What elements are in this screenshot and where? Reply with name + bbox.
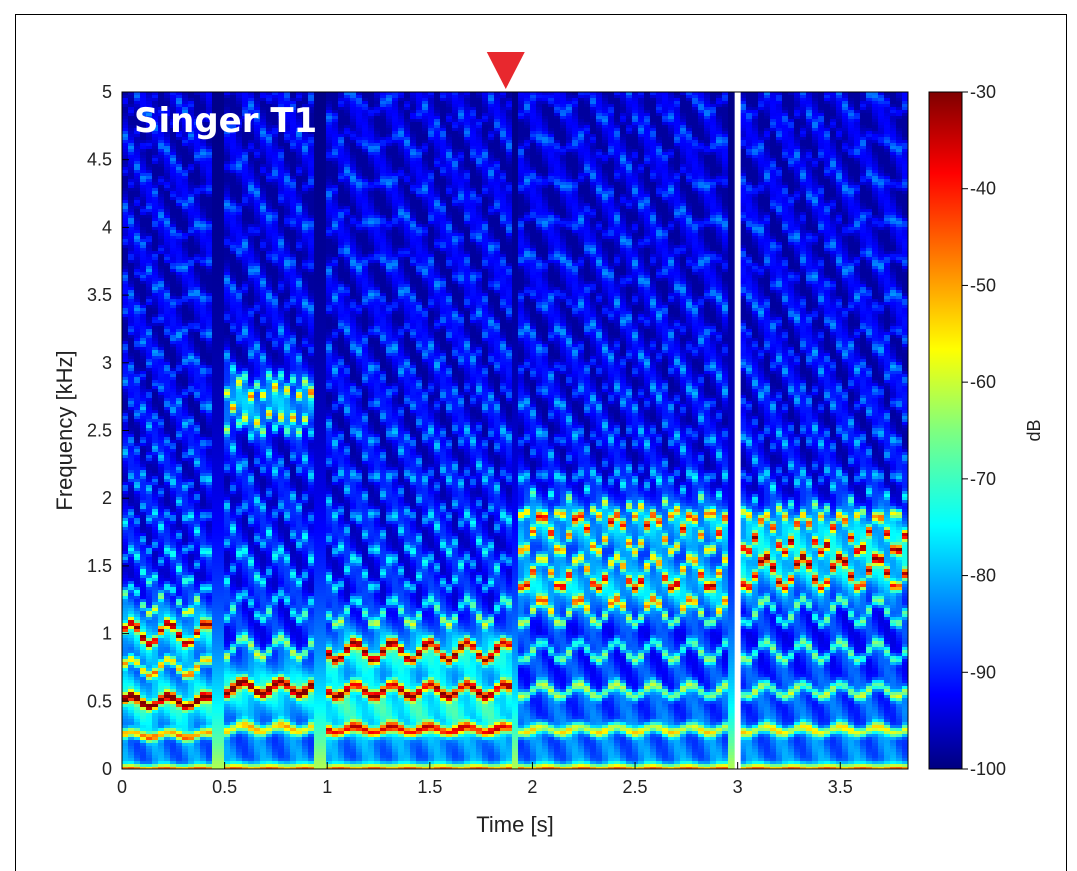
spectrogram-image — [122, 92, 909, 771]
